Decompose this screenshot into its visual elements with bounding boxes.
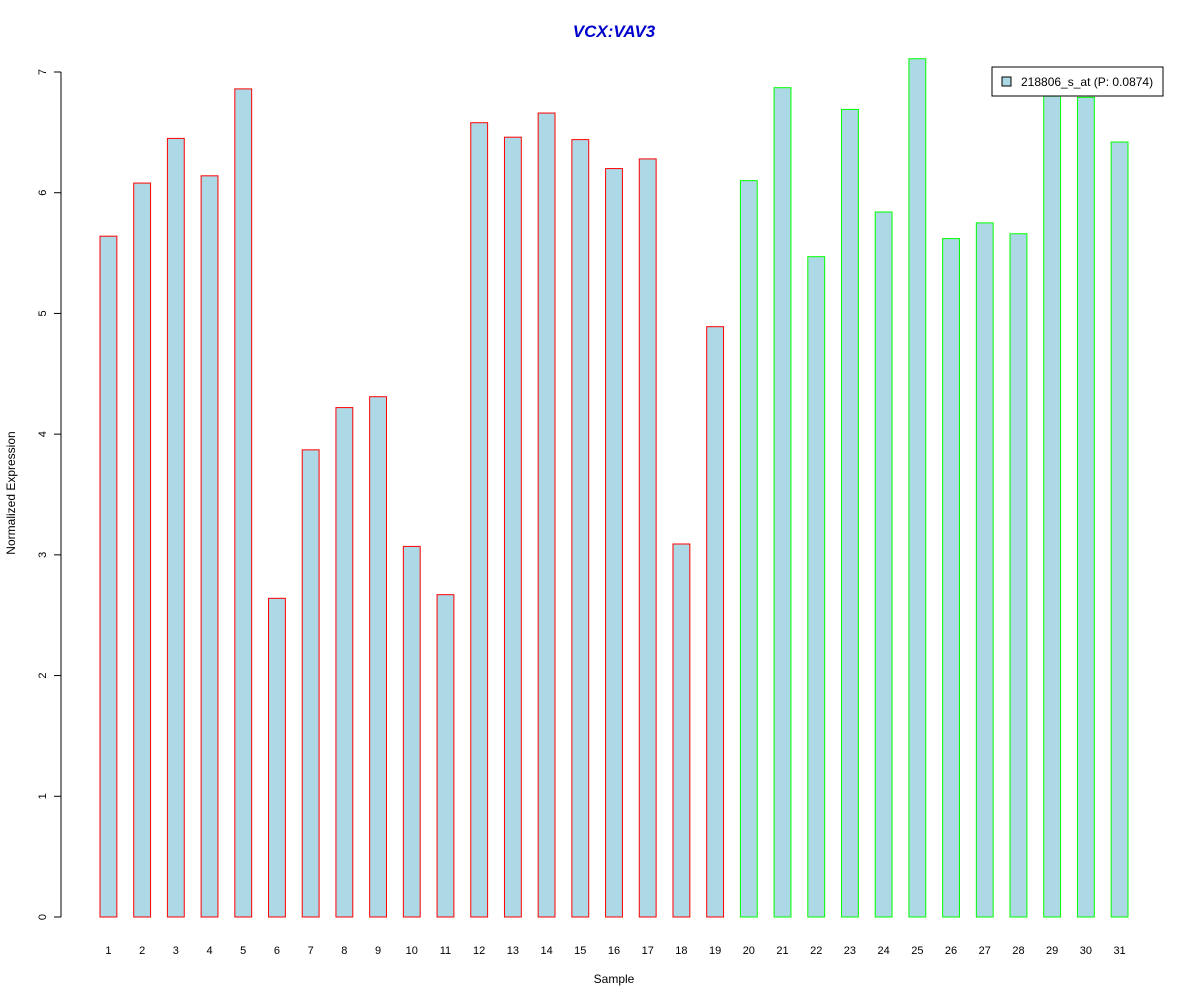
y-tick-label: 7 xyxy=(37,69,49,75)
bar-sample-4 xyxy=(200,175,219,918)
x-tick-label: 7 xyxy=(308,945,314,957)
x-tick-label: 5 xyxy=(240,945,246,957)
x-axis-title: Sample xyxy=(594,972,635,986)
bar-sample-31 xyxy=(1110,141,1129,918)
bar-sample-2 xyxy=(133,182,152,918)
y-tick-label: 2 xyxy=(37,673,49,679)
x-tick-label: 1 xyxy=(105,945,111,957)
bar-sample-9 xyxy=(369,396,387,918)
bar-sample-30 xyxy=(1076,96,1095,918)
bar-sample-15 xyxy=(571,139,590,918)
legend-box xyxy=(991,66,1164,97)
y-axis-title: Normalized Expression xyxy=(4,431,18,554)
legend-label: 218806_s_at (P: 0.0874) xyxy=(1021,75,1153,89)
x-axis-tick-labels: 1 2 3 4 5 6 7 8 9 10 11 12 13 14 15 16 17 18 19 20 21 22 23 24 2… xyxy=(105,945,1125,957)
x-tick-label: 16 xyxy=(608,945,620,957)
x-tick-label: 19 xyxy=(709,945,721,957)
bar-sample-16 xyxy=(605,168,623,918)
bar-sample-14 xyxy=(537,112,556,918)
bar-sample-12 xyxy=(470,122,489,918)
x-tick-label: 29 xyxy=(1046,945,1058,957)
bar-sample-23 xyxy=(841,108,859,918)
legend-swatch xyxy=(1001,76,1012,87)
x-tick-label: 21 xyxy=(776,945,788,957)
y-tick-label: 0 xyxy=(37,914,49,920)
bar-sample-22 xyxy=(807,256,826,918)
bar-sample-20 xyxy=(739,180,758,918)
bar-sample-28 xyxy=(1009,233,1028,918)
bar-sample-8 xyxy=(335,407,354,918)
x-tick-label: 10 xyxy=(406,945,418,957)
bar-sample-1 xyxy=(99,235,118,918)
x-tick-label: 27 xyxy=(979,945,991,957)
y-tick-label: 6 xyxy=(37,190,49,196)
bar-sample-18 xyxy=(672,543,691,918)
bar-sample-7 xyxy=(301,449,320,918)
bar-sample-13 xyxy=(503,136,522,918)
y-tick-label: 4 xyxy=(37,431,49,437)
x-tick-label: 17 xyxy=(642,945,654,957)
x-tick-label: 28 xyxy=(1012,945,1024,957)
y-tick-label: 5 xyxy=(37,310,49,316)
x-tick-label: 20 xyxy=(743,945,755,957)
x-tick-label: 26 xyxy=(945,945,957,957)
bar-sample-6 xyxy=(268,597,286,918)
chart-title: VCX:VAV3 xyxy=(573,22,656,41)
bar-sample-3 xyxy=(166,137,185,918)
x-tick-label: 23 xyxy=(844,945,856,957)
x-tick-label: 18 xyxy=(675,945,687,957)
x-tick-label: 3 xyxy=(173,945,179,957)
y-axis: 0 1 2 3 4 5 6 7 xyxy=(37,69,62,920)
bar-sample-5 xyxy=(234,88,253,918)
x-tick-label: 8 xyxy=(341,945,347,957)
x-tick-label: 15 xyxy=(574,945,586,957)
bar-sample-27 xyxy=(975,222,994,918)
x-tick-label: 11 xyxy=(440,945,451,957)
x-tick-label: 4 xyxy=(206,945,212,957)
bar-sample-25 xyxy=(908,58,927,918)
bar-sample-10 xyxy=(402,545,421,918)
x-tick-label: 22 xyxy=(810,945,822,957)
y-tick-label: 1 xyxy=(37,793,49,799)
bar-sample-17 xyxy=(638,158,657,918)
bar-sample-24 xyxy=(874,211,893,918)
y-tick-label: 3 xyxy=(37,552,49,558)
bars xyxy=(99,58,1129,918)
x-tick-label: 6 xyxy=(274,945,280,957)
x-tick-label: 30 xyxy=(1080,945,1092,957)
x-tick-label: 31 xyxy=(1113,945,1125,957)
bar-sample-11 xyxy=(436,594,455,918)
legend: 218806_s_at (P: 0.0874) xyxy=(991,66,1164,97)
x-tick-label: 12 xyxy=(473,945,485,957)
x-tick-label: 9 xyxy=(375,945,381,957)
x-tick-label: 2 xyxy=(139,945,145,957)
x-tick-label: 24 xyxy=(878,945,890,957)
x-tick-label: 13 xyxy=(507,945,519,957)
x-tick-label: 25 xyxy=(911,945,923,957)
bar-sample-21 xyxy=(773,87,792,918)
bar-sample-26 xyxy=(942,238,960,918)
bar-sample-29 xyxy=(1043,95,1062,918)
bar-sample-19 xyxy=(706,326,725,918)
x-tick-label: 14 xyxy=(540,945,552,957)
